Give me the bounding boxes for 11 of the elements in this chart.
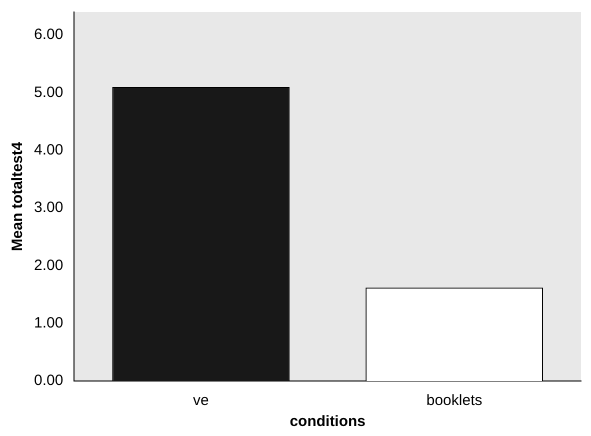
y-tick-label: 1.00 xyxy=(34,314,64,332)
y-tick-label: 6.00 xyxy=(34,26,64,44)
y-tick-label: 3.00 xyxy=(34,199,64,216)
y-tick-label: 2.00 xyxy=(34,256,64,274)
y-axis-title: Mean totaltest4 xyxy=(9,141,26,252)
y-tick-label: 0.00 xyxy=(34,372,64,390)
x-tick-label: ve xyxy=(192,392,209,410)
x-tick-label: booklets xyxy=(426,392,482,410)
y-tick-label: 5.00 xyxy=(34,84,64,101)
x-axis-title: conditions xyxy=(290,413,366,430)
y-tick-label: 4.00 xyxy=(34,142,64,159)
